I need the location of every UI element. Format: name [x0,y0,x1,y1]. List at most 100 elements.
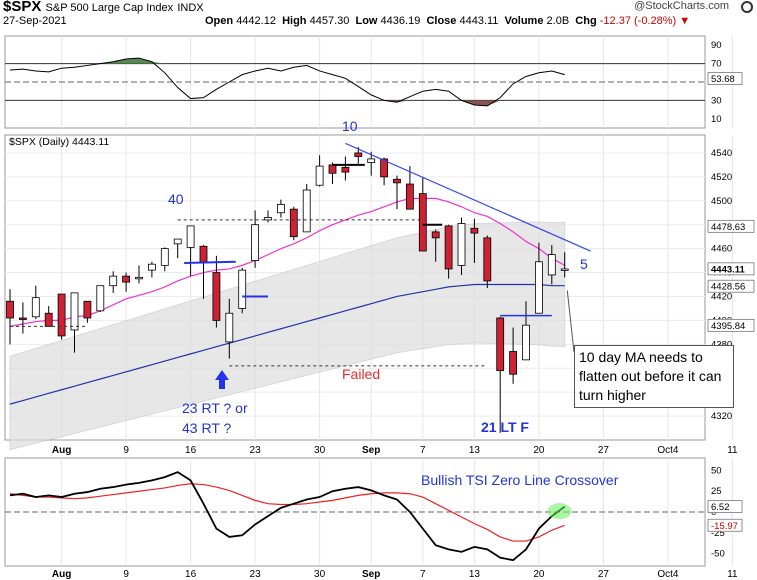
candle-body [535,261,543,314]
x-tick-label: 27 [598,569,610,580]
x-tick-label: 11 [727,569,738,580]
price-label-box [707,262,755,276]
x-tick-label: 23 [250,569,262,580]
down-arrow-icon: ▼ [679,15,691,27]
tsi-last-label: -15.97 [711,521,738,532]
candle-body [44,312,53,327]
candle-body [354,152,363,157]
candle-body [483,237,492,282]
price-panel-label: $SPX (Daily) 4443.11 [9,136,109,148]
candle-body [560,268,569,271]
x-tick-label: 13 [469,445,481,456]
candle-body [31,297,40,318]
annotation-failed: Failed [342,366,381,382]
candle-body [367,158,376,163]
rsi-overbought-fill [10,58,565,64]
low-value: 4436.19 [380,15,421,27]
x-tick-label: 16 [185,569,197,580]
quote-date: 27-Sep-2021 [3,15,67,27]
candle-body [457,223,466,266]
x-tick-label: 16 [185,445,197,456]
price-label-box [707,219,755,233]
candle-body [160,248,169,266]
x-tick-label: 9 [123,569,129,580]
tsi-last-label: 6.52 [711,502,730,513]
high-value: 4457.30 [309,15,350,27]
candle-body [83,300,92,319]
rsi-line [9,57,565,107]
candle-body [238,269,247,309]
chg-value: -12.37 (-0.28%) [599,15,677,27]
candle-body [393,178,401,184]
x-tick-label: 30 [314,445,326,456]
x-tick-label: Sep [362,569,380,580]
open-value: 4442.12 [236,15,276,27]
rsi-last-label: 53.68 [711,74,735,85]
rsi-label-box [707,72,743,86]
price-y-tick-label: 4520 [711,172,732,183]
candle-body [341,166,350,173]
candle-body [444,225,453,270]
candle-body [470,227,479,234]
x-tick-label: 9 [123,445,129,456]
trend-line [345,142,591,252]
price-y-tick-label: 4500 [711,196,732,207]
x-tick-label: Sep [362,445,380,456]
tsi-signal-line [9,483,565,542]
symbol-name: S&P 500 Large Cap Index [45,2,174,14]
x-tick-label: 20 [533,445,545,456]
tsi-y-tick-label: -50 [711,549,725,560]
candle-body [225,312,234,343]
annotation-23rt: 23 RT ? or [182,400,248,416]
tsi-y-tick-label: 50 [711,465,722,476]
x-tick-label: 27 [598,445,610,456]
x-tick-label: 7 [420,569,426,580]
tsi-label-box [707,518,743,532]
chart-header: $SPX S&P 500 Large Cap Index INDX 27-Sep… [0,0,757,34]
x-tick-label: Aug [52,445,71,456]
candle-body [380,158,389,178]
x-tick-label: 11 [727,445,738,456]
candle-body [70,292,79,331]
bollinger-band [9,221,566,451]
rsi-y-tick-label: 70 [711,59,722,70]
symbol: $SPX [3,0,42,15]
exchange: INDX [177,2,204,14]
candle-body [135,276,143,280]
price-right-label: 4478.63 [711,222,745,233]
candle-body [315,165,324,186]
candle-body [418,193,427,252]
candle-body [18,317,27,320]
ma50-line [9,283,565,405]
ma-note: 10 day MA needs to flatten out before it… [574,345,734,408]
candle-body [251,224,260,261]
candle-body [109,275,118,287]
up-arrow-icon [215,370,229,389]
price-panel-frame [4,134,706,441]
price-y-tick-label: 4460 [711,244,732,255]
candle-body [199,245,208,263]
x-tick-label: 7 [420,445,426,456]
marker-line [184,260,236,264]
price-label-box [707,318,755,332]
tsi-y-tick-label: -25 [711,528,725,539]
candle-body [522,324,530,361]
candle-body [173,238,182,245]
annotation-5: 5 [580,256,588,272]
x-tick-label: Oct4 [657,445,679,456]
candle-body [212,272,221,321]
candle-body [122,275,130,283]
open-label: Open [205,15,234,27]
x-tick-label: 30 [314,569,326,580]
annotation-43rt: 43 RT ? [182,420,232,436]
price-right-label: 4443.11 [711,264,746,275]
candle-body [405,183,414,210]
price-y-tick-label: 4540 [711,148,732,159]
candle-body [276,203,285,214]
tsi-y-tick-label: 25 [711,486,722,497]
candle-body [6,300,14,319]
quote-line: Open 4442.12 High 4457.30 Low 4436.19 Cl… [205,15,690,27]
settings-icon[interactable] [741,1,753,13]
close-value: 4443.11 [459,15,499,27]
candle-body [147,263,156,271]
